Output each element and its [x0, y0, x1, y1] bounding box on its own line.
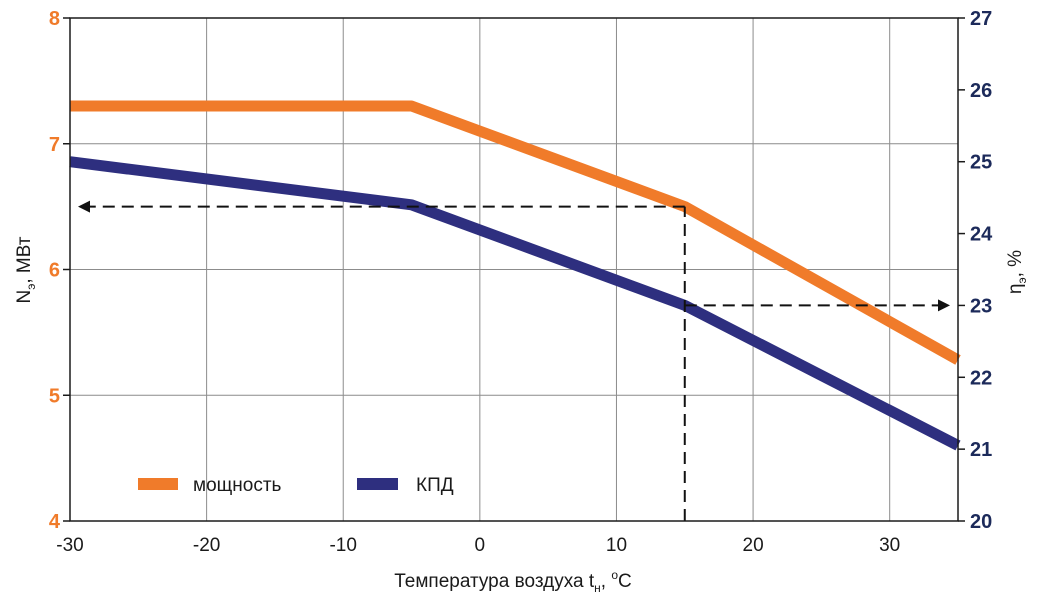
- y-right-tick-label: 26: [970, 80, 992, 102]
- legend: мощность КПД: [138, 475, 454, 496]
- y-right-tick-label: 23: [970, 295, 992, 317]
- y-left-tick-label: 6: [49, 260, 60, 282]
- y-right-axis-title-sub: э: [1015, 277, 1029, 283]
- y-right-axis-title: ηэ, %: [1005, 250, 1029, 294]
- y-right-tick-label: 25: [970, 152, 992, 174]
- y-right-tick-label: 22: [970, 367, 992, 389]
- y-left-axis-title: Nэ, МВт: [14, 236, 38, 303]
- y-left-axis-title-sub: э: [24, 284, 38, 290]
- y-right-tick-label: 27: [970, 8, 992, 30]
- grid: [70, 18, 958, 521]
- annotation-left-arrowhead: [78, 200, 90, 213]
- x-tick-label: -20: [193, 535, 220, 556]
- x-axis-title-main: Температура воздуха t: [394, 571, 595, 592]
- series-line-0: [70, 100, 961, 365]
- x-axis-title: Температура воздуха tн, oC: [394, 568, 632, 595]
- annotation: [78, 200, 950, 521]
- x-axis-title-unit: C: [618, 571, 632, 592]
- y-left-tick-label: 7: [49, 134, 60, 156]
- x-axis-title-sub: н: [594, 581, 601, 595]
- y-left-tick-label: 4: [49, 511, 61, 533]
- y-left-tick-label: 5: [49, 385, 60, 407]
- y-right-tick-label: 20: [970, 511, 992, 533]
- x-tick-label: -30: [56, 535, 83, 556]
- y-right-tick-label: 24: [970, 224, 993, 246]
- annotation-right-arrowhead: [938, 299, 950, 312]
- y-right-axis-title-main: η: [1005, 284, 1026, 295]
- x-tick-label: 20: [743, 535, 764, 556]
- y-left-axis-title-unit: , МВт: [14, 236, 35, 283]
- series-line-1: [69, 156, 961, 451]
- x-axis-title-sup: o: [611, 568, 618, 582]
- y-right-axis-title-unit: , %: [1005, 250, 1026, 278]
- y-right-tick-label: 21: [970, 439, 992, 461]
- x-tick-label: 10: [606, 535, 627, 556]
- y-left-tick-label: 8: [49, 8, 60, 30]
- x-tick-label: -10: [329, 535, 356, 556]
- legend-label-efficiency: КПД: [416, 475, 454, 496]
- x-tick-label: 0: [475, 535, 486, 556]
- y-left-axis-title-main: N: [14, 290, 35, 304]
- x-tick-label: 30: [879, 535, 900, 556]
- series-layer: [69, 100, 961, 451]
- ticks: 4 5 6 7 8 20 21 22 23 24 25 26 27 -30 -20 -10 0 10 20 30: [49, 8, 993, 556]
- legend-label-power: мощность: [193, 475, 282, 496]
- x-axis-title-comma: ,: [601, 571, 612, 592]
